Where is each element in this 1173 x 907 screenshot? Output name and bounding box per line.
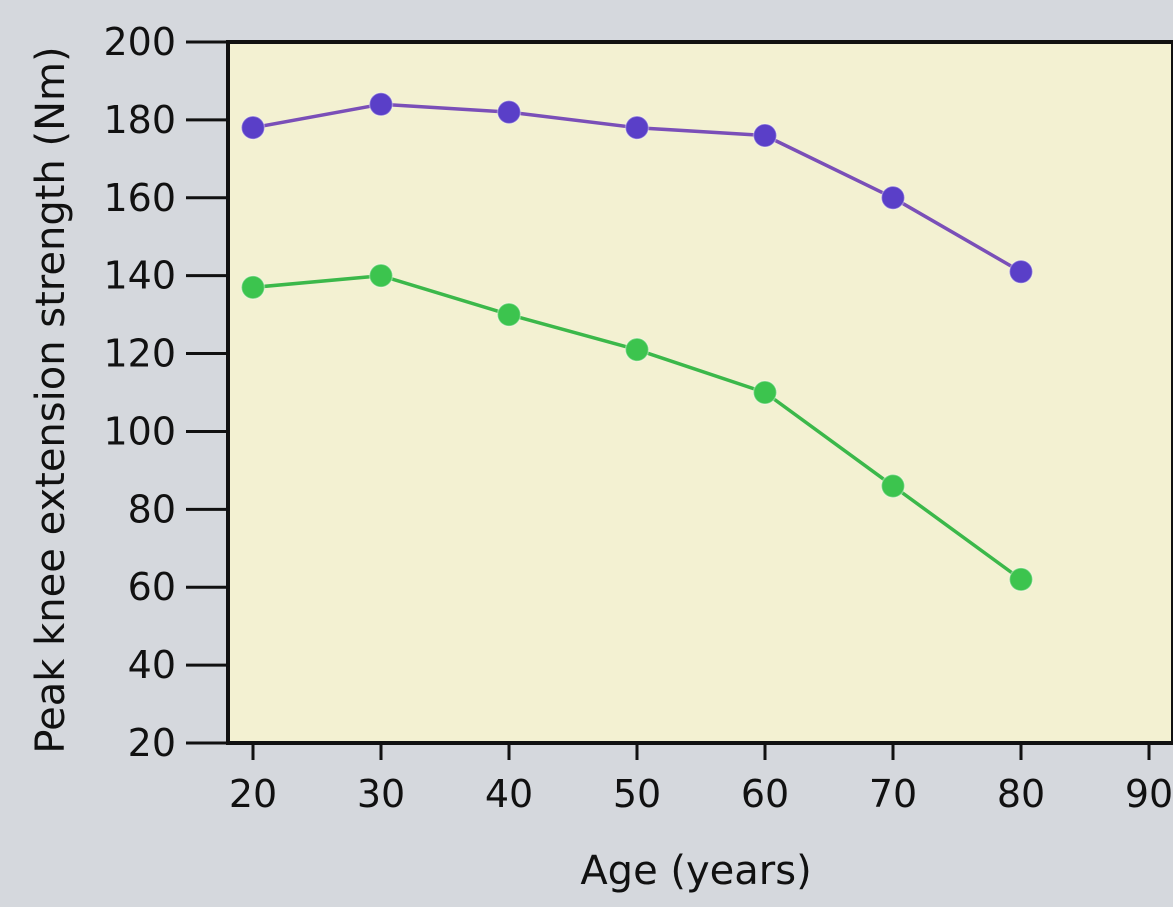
series-layer xyxy=(240,92,1034,592)
y-axis: 20 40 60 80 100 120 140 160 180 200 xyxy=(103,20,230,765)
data-point xyxy=(880,185,906,211)
x-tick-label: 80 xyxy=(997,772,1045,816)
x-tick-label: 20 xyxy=(229,772,277,816)
series-2 xyxy=(240,263,1034,592)
data-point xyxy=(1008,259,1034,285)
y-tick-label: 120 xyxy=(103,332,176,376)
x-axis: 20 30 40 50 60 70 80 90 xyxy=(228,741,1173,816)
x-tick-label: 30 xyxy=(357,772,405,816)
y-tick-label: 160 xyxy=(103,176,176,220)
data-point xyxy=(752,123,778,148)
x-tick-label: 40 xyxy=(485,772,533,816)
data-point xyxy=(880,473,906,499)
x-tick-label: 60 xyxy=(741,772,789,816)
y-tick-label: 60 xyxy=(128,565,176,609)
data-point xyxy=(368,263,394,288)
data-point xyxy=(624,115,650,140)
y-axis-title: Peak knee extension strength (Nm) xyxy=(28,46,74,753)
y-tick-label: 20 xyxy=(128,721,176,765)
data-point xyxy=(368,92,394,117)
data-point xyxy=(624,337,650,362)
data-point xyxy=(1008,567,1034,592)
y-tick-label: 80 xyxy=(128,487,176,531)
series-1 xyxy=(240,92,1034,285)
y-tick-label: 40 xyxy=(128,643,176,687)
plot-area xyxy=(226,40,1173,745)
x-tick-label: 90 xyxy=(1125,772,1173,816)
data-point xyxy=(496,99,522,125)
data-point xyxy=(240,275,266,300)
x-axis-title: Age (years) xyxy=(580,848,811,894)
x-tick-label: 70 xyxy=(869,772,917,816)
data-point xyxy=(496,302,522,327)
y-tick-label: 100 xyxy=(103,409,176,453)
data-point xyxy=(240,115,266,140)
y-tick-label: 200 xyxy=(103,20,176,64)
y-tick-label: 180 xyxy=(103,98,176,142)
y-tick-label: 140 xyxy=(103,254,176,298)
x-tick-label: 50 xyxy=(613,772,661,816)
data-point xyxy=(752,380,778,405)
